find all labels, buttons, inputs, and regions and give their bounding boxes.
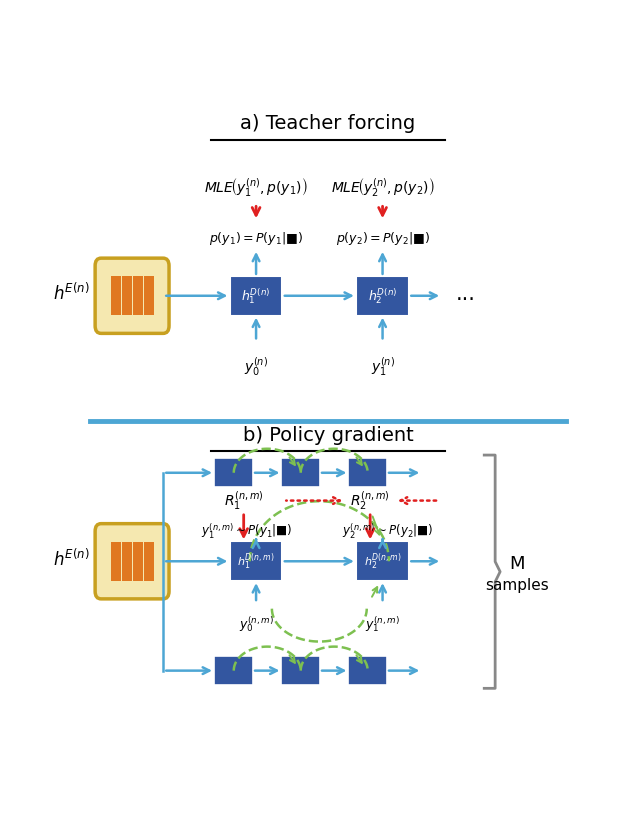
Text: $h_2^{D(n)}$: $h_2^{D(n)}$ — [368, 286, 397, 305]
Text: b) Policy gradient: b) Policy gradient — [243, 426, 413, 445]
FancyBboxPatch shape — [95, 258, 169, 333]
FancyBboxPatch shape — [356, 276, 409, 316]
Text: $y_1^{(n,m)}$: $y_1^{(n,m)}$ — [365, 614, 400, 634]
FancyBboxPatch shape — [122, 542, 132, 581]
Text: $h^{E(n)}$: $h^{E(n)}$ — [53, 548, 90, 569]
FancyBboxPatch shape — [95, 524, 169, 599]
FancyBboxPatch shape — [111, 542, 121, 581]
FancyBboxPatch shape — [144, 542, 154, 581]
Text: $h_2^{D(n,m)}$: $h_2^{D(n,m)}$ — [364, 551, 401, 571]
Text: $y_1^{(n,m)}{\sim}P(y_1|\blacksquare)$: $y_1^{(n,m)}{\sim}P(y_1|\blacksquare)$ — [202, 521, 293, 541]
Text: $R_2^{(n,m)}$: $R_2^{(n,m)}$ — [350, 489, 390, 511]
Text: samples: samples — [486, 578, 549, 593]
Text: $y_1^{(n)}$: $y_1^{(n)}$ — [371, 355, 395, 378]
FancyBboxPatch shape — [214, 656, 253, 686]
FancyBboxPatch shape — [356, 541, 409, 581]
Text: $p(y_2) = P(y_2|\blacksquare)$: $p(y_2) = P(y_2|\blacksquare)$ — [335, 231, 429, 247]
FancyBboxPatch shape — [348, 458, 387, 488]
FancyBboxPatch shape — [282, 656, 320, 686]
FancyBboxPatch shape — [122, 276, 132, 315]
Text: $y_2^{(n,m)}{\sim}P(y_2|\blacksquare)$: $y_2^{(n,m)}{\sim}P(y_2|\blacksquare)$ — [342, 521, 433, 541]
FancyBboxPatch shape — [133, 276, 143, 315]
FancyBboxPatch shape — [111, 276, 121, 315]
Text: $y_0^{(n,m)}$: $y_0^{(n,m)}$ — [239, 614, 273, 634]
Text: $R_1^{(n,m)}$: $R_1^{(n,m)}$ — [224, 489, 264, 511]
FancyBboxPatch shape — [214, 458, 253, 488]
Text: $MLE\!\left(y_1^{(n)},p(y_1)\right)$: $MLE\!\left(y_1^{(n)},p(y_1)\right)$ — [204, 177, 308, 200]
Text: $h_1^{D(n)}$: $h_1^{D(n)}$ — [241, 286, 271, 305]
Text: $y_0^{(n)}$: $y_0^{(n)}$ — [244, 355, 268, 378]
FancyBboxPatch shape — [282, 458, 320, 488]
Text: M: M — [509, 555, 525, 573]
FancyBboxPatch shape — [230, 541, 282, 581]
FancyBboxPatch shape — [348, 656, 387, 686]
Text: $h_1^{D(n,m)}$: $h_1^{D(n,m)}$ — [237, 551, 275, 571]
FancyBboxPatch shape — [133, 542, 143, 581]
Text: ...: ... — [456, 285, 476, 305]
Text: a) Teacher forcing: a) Teacher forcing — [241, 114, 415, 133]
FancyBboxPatch shape — [230, 276, 282, 316]
Text: $p(y_1) = P(y_1|\blacksquare)$: $p(y_1) = P(y_1|\blacksquare)$ — [209, 231, 303, 247]
Text: $MLE\!\left(y_2^{(n)},p(y_2)\right)$: $MLE\!\left(y_2^{(n)},p(y_2)\right)$ — [331, 177, 435, 200]
FancyBboxPatch shape — [144, 276, 154, 315]
Text: $h^{E(n)}$: $h^{E(n)}$ — [53, 282, 90, 304]
